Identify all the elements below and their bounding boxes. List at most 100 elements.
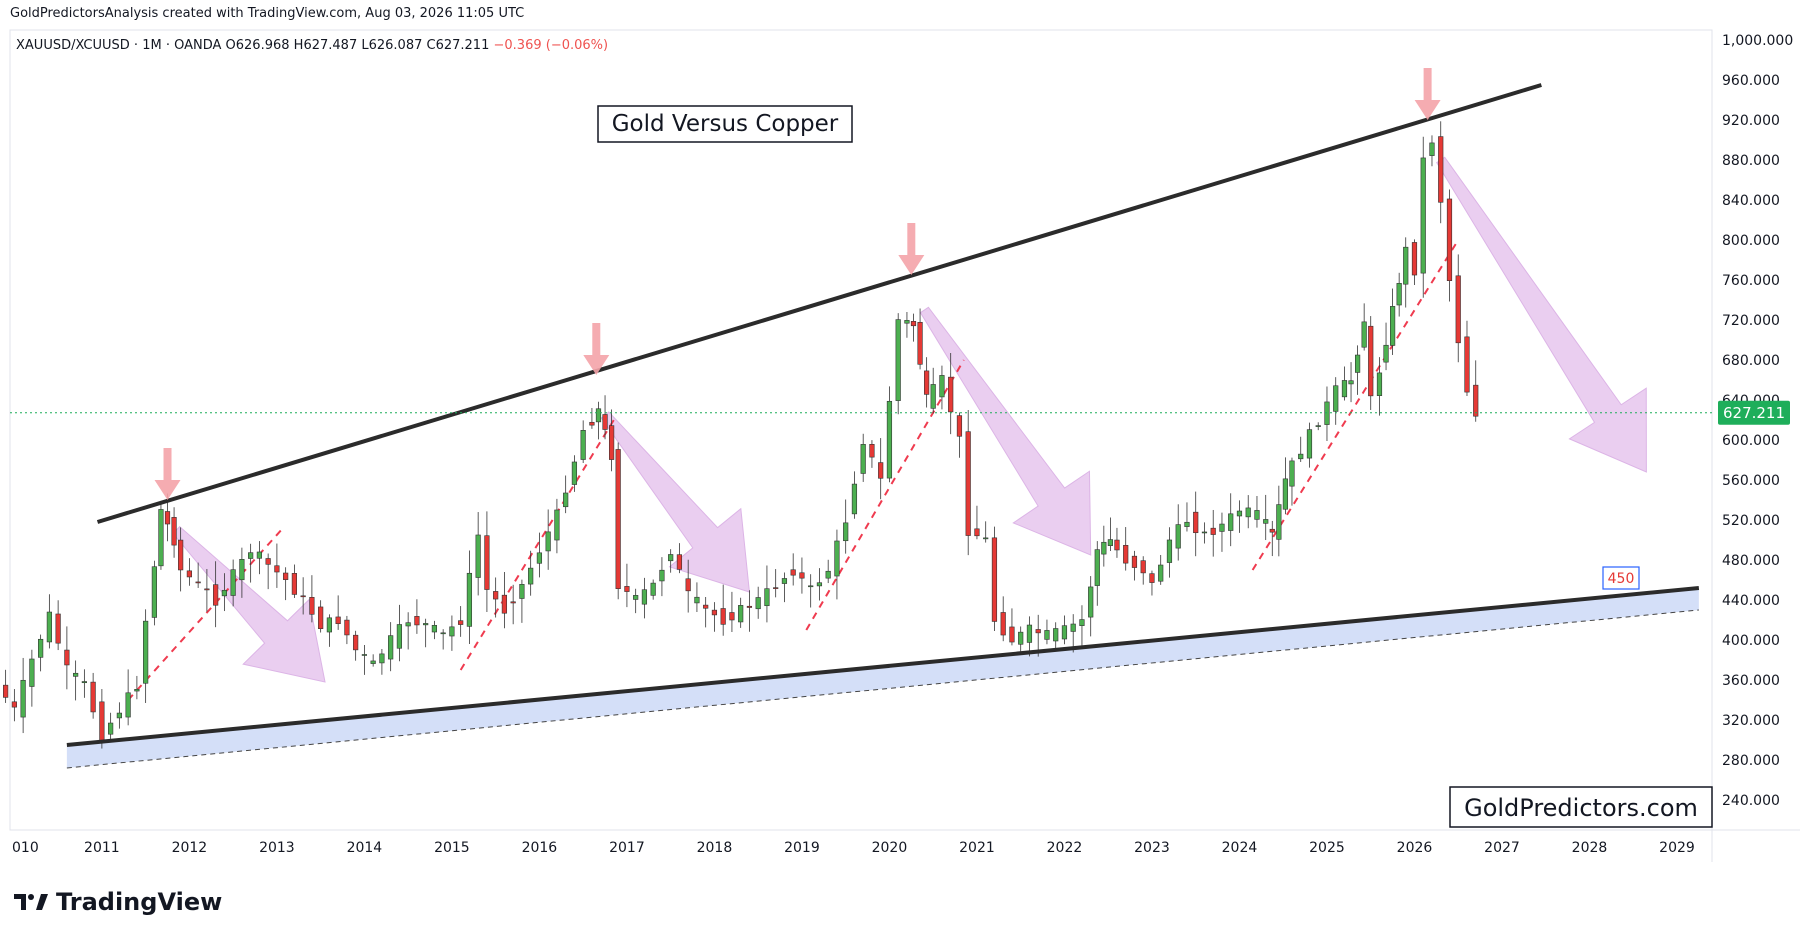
candle-body: [930, 384, 936, 409]
candle-body: [764, 588, 770, 607]
candle-body: [589, 421, 595, 426]
x-tick-label: 2026: [1397, 840, 1433, 856]
level-tag: 450: [1602, 566, 1640, 590]
candle-body: [134, 689, 140, 692]
candle-body: [55, 613, 61, 644]
candle-body: [108, 722, 114, 735]
candle-body: [895, 319, 901, 401]
y-tick-label: 520.000: [1722, 513, 1780, 529]
candle-body: [1236, 510, 1243, 517]
candle-body: [204, 588, 210, 591]
candle-body: [73, 672, 79, 677]
tradingview-brand: TradingView: [56, 888, 223, 916]
y-tick-label: 880.000: [1722, 153, 1780, 169]
symbol-name: XAUUSD/XCUUSD · 1M · OANDA: [16, 38, 222, 53]
lower-trendline: [66, 586, 1700, 747]
candle-body: [633, 595, 639, 600]
candle-body: [116, 712, 122, 719]
candle-body: [1420, 157, 1426, 274]
watermark-box: GoldPredictors.com: [1449, 786, 1713, 828]
price-axis: 1,000.000 960.000 920.000 880.000 840.000 800…: [1722, 33, 1793, 809]
candle-body: [668, 554, 674, 562]
candle-body: [1131, 555, 1138, 568]
tradingview-logo-icon: [14, 894, 48, 910]
x-tick-label: 2020: [872, 840, 908, 856]
candle-body: [1263, 519, 1269, 524]
peak-arrow-icon: [154, 448, 181, 500]
candle-body: [1184, 521, 1190, 527]
peak-markers: [154, 68, 1441, 500]
candle-body: [466, 572, 473, 627]
candle-body: [46, 611, 52, 643]
candle-body: [1245, 507, 1251, 518]
dashed-trend-lines: [127, 239, 1460, 701]
candle-body: [738, 605, 744, 623]
peak-arrow-icon: [1414, 68, 1441, 120]
candle-body: [431, 625, 438, 633]
candle-body: [370, 660, 376, 664]
open-value: 626.968: [235, 38, 290, 53]
tradingview-footer[interactable]: TradingView: [14, 888, 222, 916]
x-tick-label: 2011: [84, 840, 120, 856]
candle-body: [143, 620, 149, 684]
candle-body: [1061, 625, 1068, 640]
candle-body: [3, 684, 9, 698]
candle-body: [239, 559, 245, 581]
upper-trendline: [96, 83, 1542, 524]
candle-body: [965, 431, 971, 536]
candle-body: [1107, 539, 1113, 546]
x-tick-label: 2022: [1047, 840, 1083, 856]
candle-body: [659, 569, 665, 582]
candle-body: [519, 584, 525, 599]
x-tick-label: 2019: [784, 840, 820, 856]
candle-body: [1166, 539, 1173, 563]
x-tick-label: 2017: [609, 840, 645, 856]
candle-body: [528, 567, 534, 585]
candle-body: [1088, 586, 1094, 618]
pullback-arrows: [172, 156, 1647, 683]
x-tick-label: 2028: [1572, 840, 1608, 856]
candle-body: [580, 430, 586, 460]
candle-body: [1348, 380, 1354, 385]
x-tick-label: 2018: [697, 840, 733, 856]
candle-body: [1000, 612, 1006, 636]
candle-body: [1403, 246, 1409, 285]
candle-body: [1149, 573, 1155, 583]
watermark-text: GoldPredictors.com: [1464, 794, 1698, 822]
candle-body: [860, 444, 866, 474]
candle-body: [869, 444, 875, 458]
pullback-arrow: [172, 525, 326, 683]
x-tick-label: 2021: [959, 840, 995, 856]
chart-title: Gold Versus Copper: [612, 111, 839, 137]
candle-body: [948, 376, 954, 413]
y-tick-label: 680.000: [1722, 353, 1780, 369]
candle-body: [545, 531, 551, 552]
pullback-arrow: [1436, 156, 1647, 473]
candle-body: [917, 321, 923, 365]
x-tick-label: 2025: [1309, 840, 1345, 856]
peak-arrow-icon: [583, 323, 610, 375]
candle-body: [81, 681, 87, 684]
x-tick-label: 2015: [434, 840, 470, 856]
candle-body: [1396, 283, 1402, 306]
candle-body: [624, 586, 630, 592]
candle-body: [291, 573, 297, 595]
candle-body: [1446, 198, 1453, 281]
candle-body: [213, 584, 219, 606]
candle-body: [1026, 624, 1033, 643]
close-value: 627.211: [435, 38, 490, 53]
candle-body: [1383, 344, 1389, 363]
candle-body: [1376, 372, 1383, 396]
chart-title-box: Gold Versus Copper: [597, 105, 853, 143]
candle-body: [1368, 325, 1374, 397]
candle-body: [1175, 524, 1181, 549]
candle-body: [1464, 336, 1470, 393]
candle-body: [1219, 523, 1225, 532]
candle-body: [396, 624, 403, 649]
candle-body: [195, 581, 201, 584]
support-channel-band: [66, 588, 1699, 768]
candle-body: [125, 692, 131, 718]
y-tick-label: 440.000: [1722, 593, 1780, 609]
peak-arrow-icon: [898, 223, 925, 275]
